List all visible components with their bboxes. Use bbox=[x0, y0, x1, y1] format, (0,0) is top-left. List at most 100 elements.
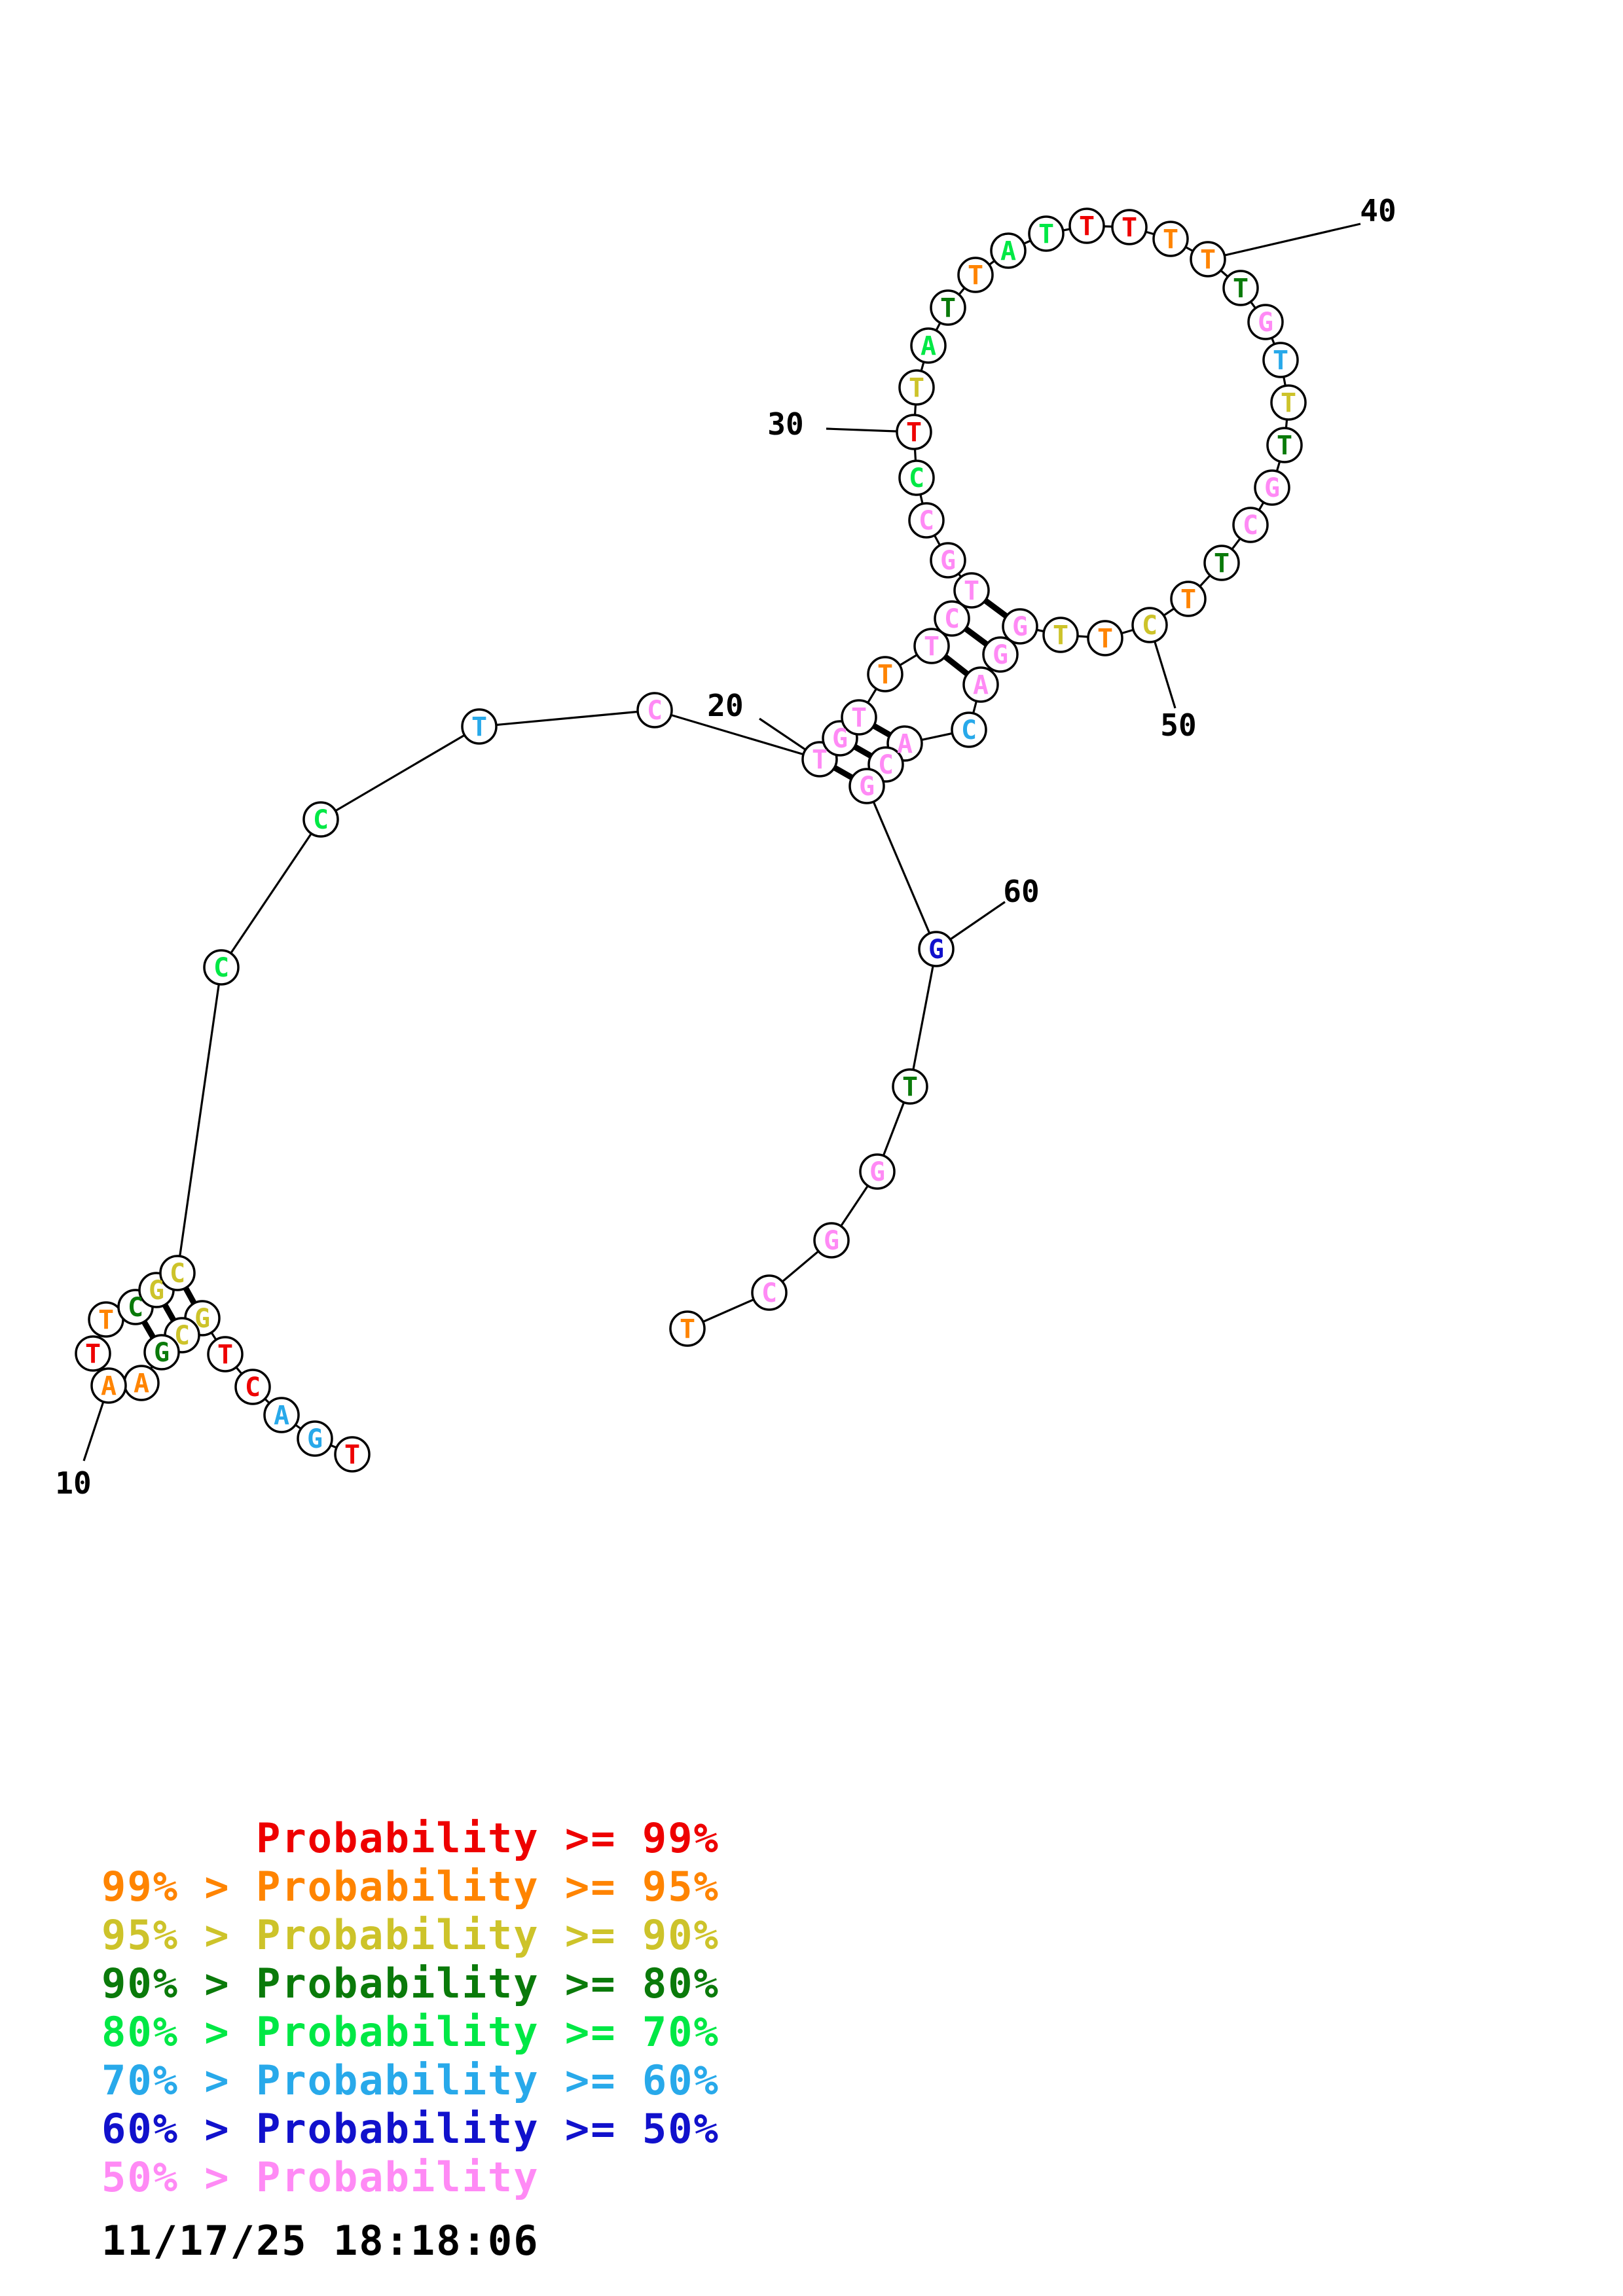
nucleotide-circle bbox=[1170, 581, 1207, 617]
nucleotide-circle bbox=[982, 636, 1019, 673]
position-label-line bbox=[1207, 223, 1361, 260]
nucleotide-circle bbox=[90, 1367, 127, 1404]
nucleotide-circle bbox=[143, 1334, 180, 1371]
legend-row-80: 90% > Probability >= 80% bbox=[101, 1960, 720, 2007]
nucleotide-base-label: T bbox=[940, 293, 956, 323]
nucleotide-base-label: A bbox=[1000, 236, 1016, 266]
nucleotide-base-label: T bbox=[1281, 388, 1296, 418]
nucleotide-circle bbox=[203, 949, 240, 986]
nucleotide-circle bbox=[841, 699, 877, 736]
nucleotide-circle bbox=[918, 931, 955, 967]
nucleotide-base-label: T bbox=[98, 1305, 114, 1335]
nucleotide-base-label: C bbox=[170, 1259, 185, 1289]
nucleotide-circle bbox=[898, 459, 935, 496]
nucleotide-base-label: G bbox=[307, 1424, 323, 1454]
nucleotide-base-label: T bbox=[906, 418, 922, 448]
nucleotide-circle bbox=[990, 232, 1027, 269]
nucleotide-base-label: T bbox=[1200, 245, 1216, 275]
position-label: 30 bbox=[767, 406, 803, 442]
nucleotide-base-label: G bbox=[832, 724, 848, 754]
nucleotide-base-label: G bbox=[940, 546, 956, 576]
backbone-line bbox=[320, 725, 480, 821]
nucleotide-circle bbox=[1111, 209, 1148, 245]
legend-row-90: 95% > Probability >= 90% bbox=[101, 1911, 720, 1959]
backbone-line bbox=[176, 967, 223, 1274]
nucleotide-base-label: C bbox=[919, 506, 934, 536]
nucleotide-circle bbox=[934, 600, 970, 637]
nucleotide-circle bbox=[302, 801, 339, 838]
nucleotide-circle bbox=[1232, 507, 1269, 543]
nucleotide-base-label: T bbox=[877, 660, 893, 690]
nucleotide-base-label: C bbox=[761, 1278, 777, 1308]
nucleotide-base-label: T bbox=[217, 1340, 233, 1370]
nucleotide-base-label: C bbox=[174, 1321, 190, 1351]
nucleotide-base-label: A bbox=[973, 670, 989, 700]
nucleotide-circle bbox=[1068, 207, 1105, 244]
legend-row-95: 99% > Probability >= 95% bbox=[101, 1863, 720, 1910]
nucleotide-circle bbox=[910, 327, 947, 364]
nucleotide-base-label: T bbox=[680, 1314, 695, 1344]
nucleotide-base-label: T bbox=[471, 712, 487, 742]
nucleotide-circle bbox=[636, 692, 673, 728]
nucleotide-base-label: T bbox=[1163, 224, 1178, 255]
legend-row-70: 80% > Probability >= 70% bbox=[101, 2008, 720, 2056]
position-label: 60 bbox=[1003, 874, 1039, 909]
legend-row-99: Probability >= 99% bbox=[256, 1814, 720, 1862]
nucleotide-circle bbox=[297, 1420, 333, 1457]
nucleotide-base-label: G bbox=[859, 772, 875, 802]
nucleotide-base-label: T bbox=[968, 260, 983, 291]
nucleotide-base-label: G bbox=[1258, 308, 1273, 338]
nucleotide-base-label: T bbox=[1079, 211, 1095, 242]
nucleotide-base-label: T bbox=[1233, 274, 1249, 304]
nucleotide-base-label: A bbox=[134, 1369, 149, 1399]
legend-row-50: 60% > Probability >= 50% bbox=[101, 2105, 720, 2153]
nucleotide-circle bbox=[1254, 469, 1290, 506]
nucleotide-base-label: C bbox=[961, 715, 977, 745]
legend-row-below50: 50% > Probability bbox=[101, 2153, 539, 2201]
nucleotide-base-label: G bbox=[993, 640, 1008, 670]
backbone-line bbox=[479, 709, 655, 728]
nucleotide-base-label: G bbox=[928, 935, 944, 965]
nucleotide-base-label: C bbox=[1142, 611, 1158, 641]
nucleotide-circle bbox=[1152, 221, 1189, 257]
nucleotide-base-label: T bbox=[964, 576, 979, 606]
position-label: 50 bbox=[1160, 708, 1196, 743]
nucleotide-base-label: A bbox=[274, 1401, 289, 1431]
nucleotide-circle bbox=[1002, 608, 1038, 645]
nucleotide-base-label: T bbox=[1277, 431, 1292, 461]
nucleotide-circle bbox=[159, 1255, 196, 1291]
backbone-line bbox=[866, 785, 938, 950]
nucleotide-base-label: G bbox=[154, 1338, 170, 1368]
nucleotide-circle bbox=[898, 369, 935, 406]
position-label: 10 bbox=[55, 1465, 91, 1501]
nucleotide-base-label: C bbox=[245, 1372, 261, 1403]
nucleotide-circle bbox=[957, 257, 994, 293]
nucleotide-base-label: T bbox=[909, 373, 924, 403]
nucleotide-base-label: G bbox=[869, 1157, 885, 1187]
nucleotide-circle bbox=[930, 542, 966, 579]
nucleotide-circle bbox=[751, 1274, 788, 1311]
nucleotide-base-label: G bbox=[1264, 473, 1280, 503]
nucleotide-circle bbox=[1203, 545, 1240, 581]
nucleotide-base-label: A bbox=[921, 331, 936, 361]
nucleotide-circle bbox=[234, 1369, 271, 1405]
nucleotide-circle bbox=[1266, 427, 1303, 463]
nucleotide-base-label: C bbox=[647, 696, 663, 726]
nucleotide-base-label: C bbox=[878, 750, 894, 780]
nucleotide-circle bbox=[1028, 215, 1065, 252]
nucleotide-circle bbox=[75, 1335, 111, 1372]
nucleotide-base-label: G bbox=[824, 1226, 839, 1256]
nucleotide-circle bbox=[1190, 241, 1226, 278]
nucleotide-circle bbox=[951, 711, 987, 748]
nucleotide-circle bbox=[896, 414, 932, 450]
nucleotide-circle bbox=[461, 708, 498, 745]
nucleotide-base-label: T bbox=[851, 703, 867, 733]
nucleotide-base-label: T bbox=[1122, 213, 1137, 243]
nucleotide-circle bbox=[1270, 384, 1307, 421]
nucleotide-base-label: T bbox=[1180, 584, 1196, 615]
nucleotide-base-label: C bbox=[944, 604, 960, 634]
nucleotide-circle bbox=[813, 1222, 850, 1259]
nucleotide-circle bbox=[913, 628, 950, 664]
